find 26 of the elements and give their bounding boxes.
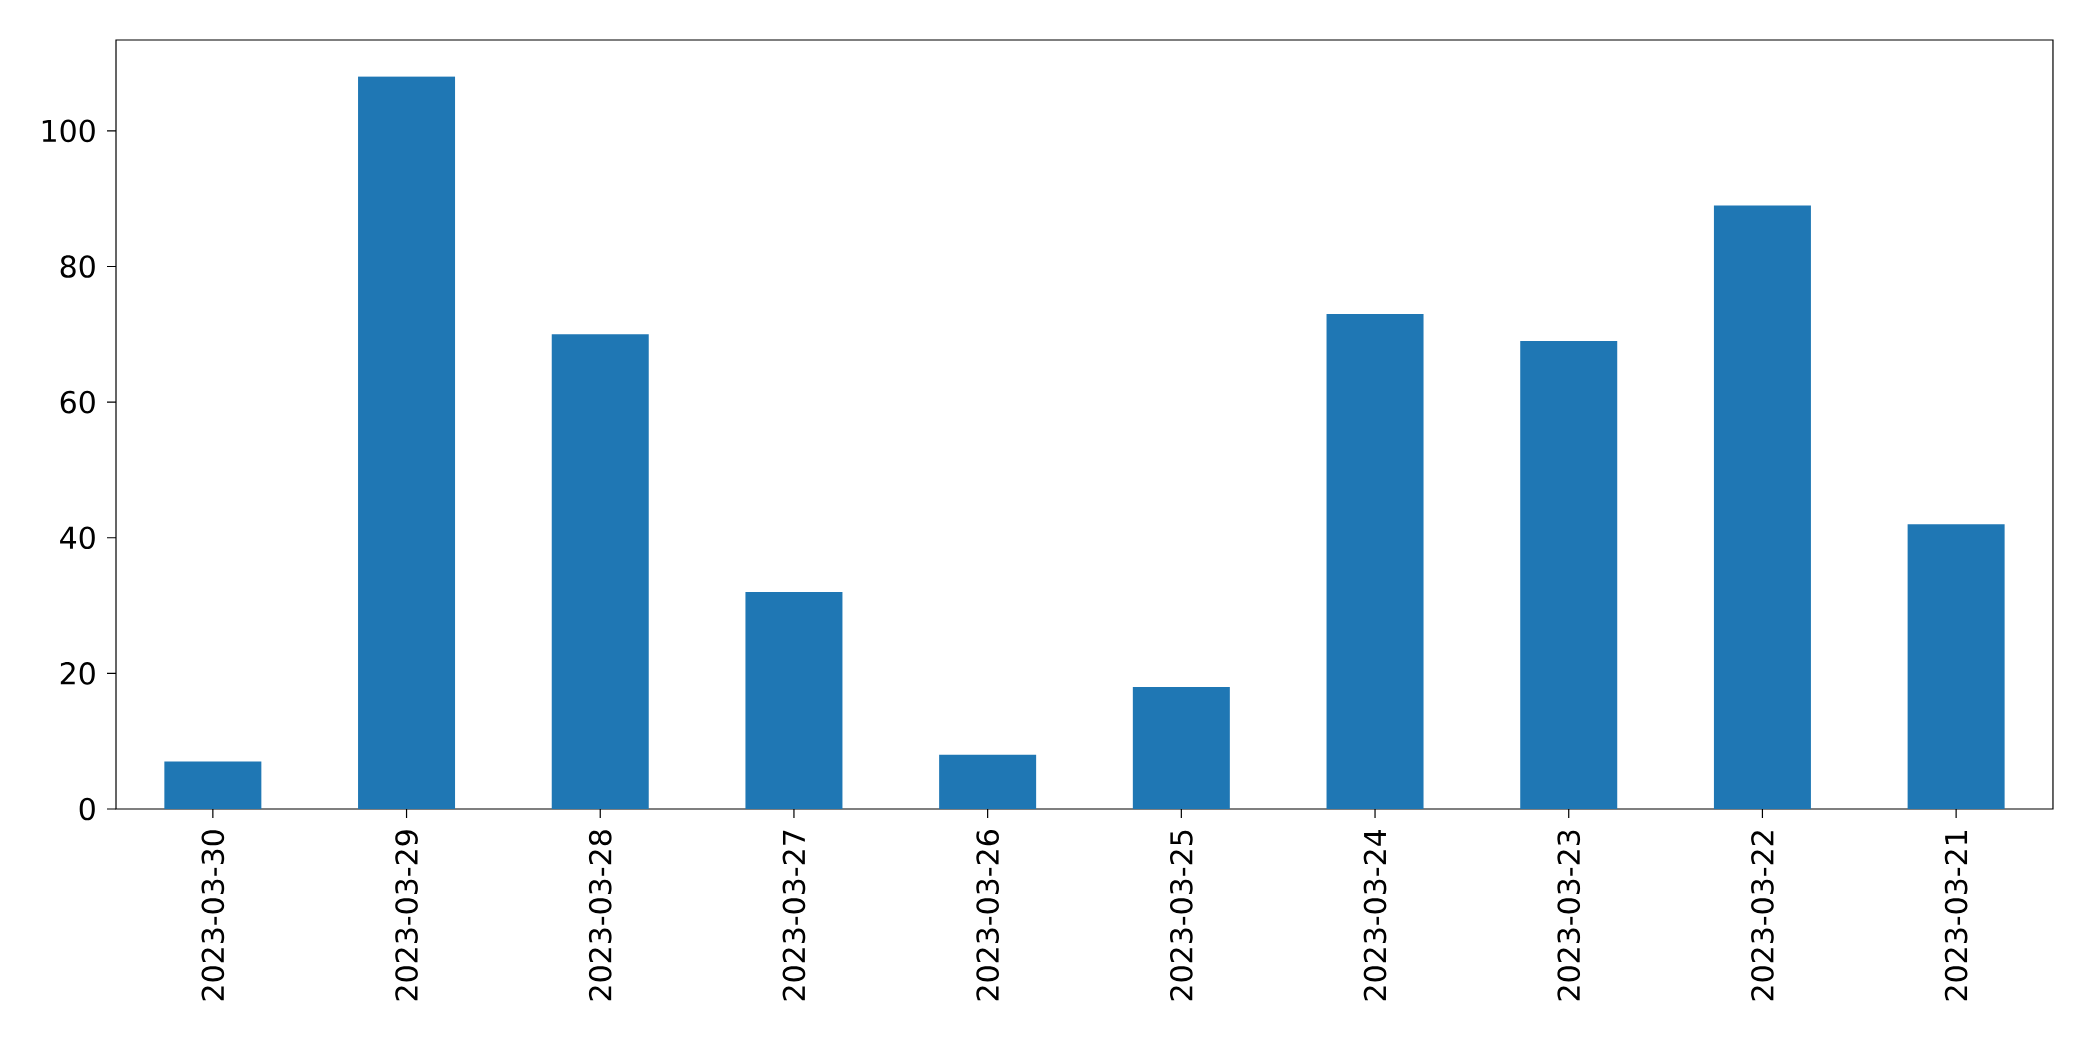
bar <box>1713 205 1811 809</box>
x-tick-label: 2023-03-21 <box>1944 831 1968 1001</box>
bar <box>745 592 843 809</box>
y-tick-label: 60 <box>60 390 95 414</box>
x-tick-label: 2023-03-26 <box>976 830 999 1001</box>
x-tick-label: 2023-03-27 <box>782 830 806 1001</box>
bar <box>164 761 262 809</box>
x-tick-label: 2023-03-28 <box>588 830 612 1001</box>
x-tick-label: 2023-03-29 <box>395 830 418 1001</box>
bar <box>939 754 1037 809</box>
x-tick-label: 2023-03-25 <box>1169 830 1193 1001</box>
y-tick-label: 40 <box>60 526 95 550</box>
bar <box>1326 313 1424 809</box>
x-tick-label: 2023-03-24 <box>1363 829 1387 1001</box>
bar <box>1132 686 1230 809</box>
y-tick-label: 0 <box>79 797 95 821</box>
bar <box>551 334 649 809</box>
bar <box>1520 341 1618 809</box>
bar <box>1907 524 2005 809</box>
x-tick-label: 2023-03-22 <box>1751 831 1774 1001</box>
x-tick-label: 2023-03-23 <box>1557 830 1581 1001</box>
y-tick-label: 20 <box>60 662 95 685</box>
y-tick-label: 80 <box>60 255 95 278</box>
y-tick-label: 100 <box>42 119 95 143</box>
bar <box>358 76 456 809</box>
x-tick-label: 2023-03-30 <box>201 830 225 1001</box>
